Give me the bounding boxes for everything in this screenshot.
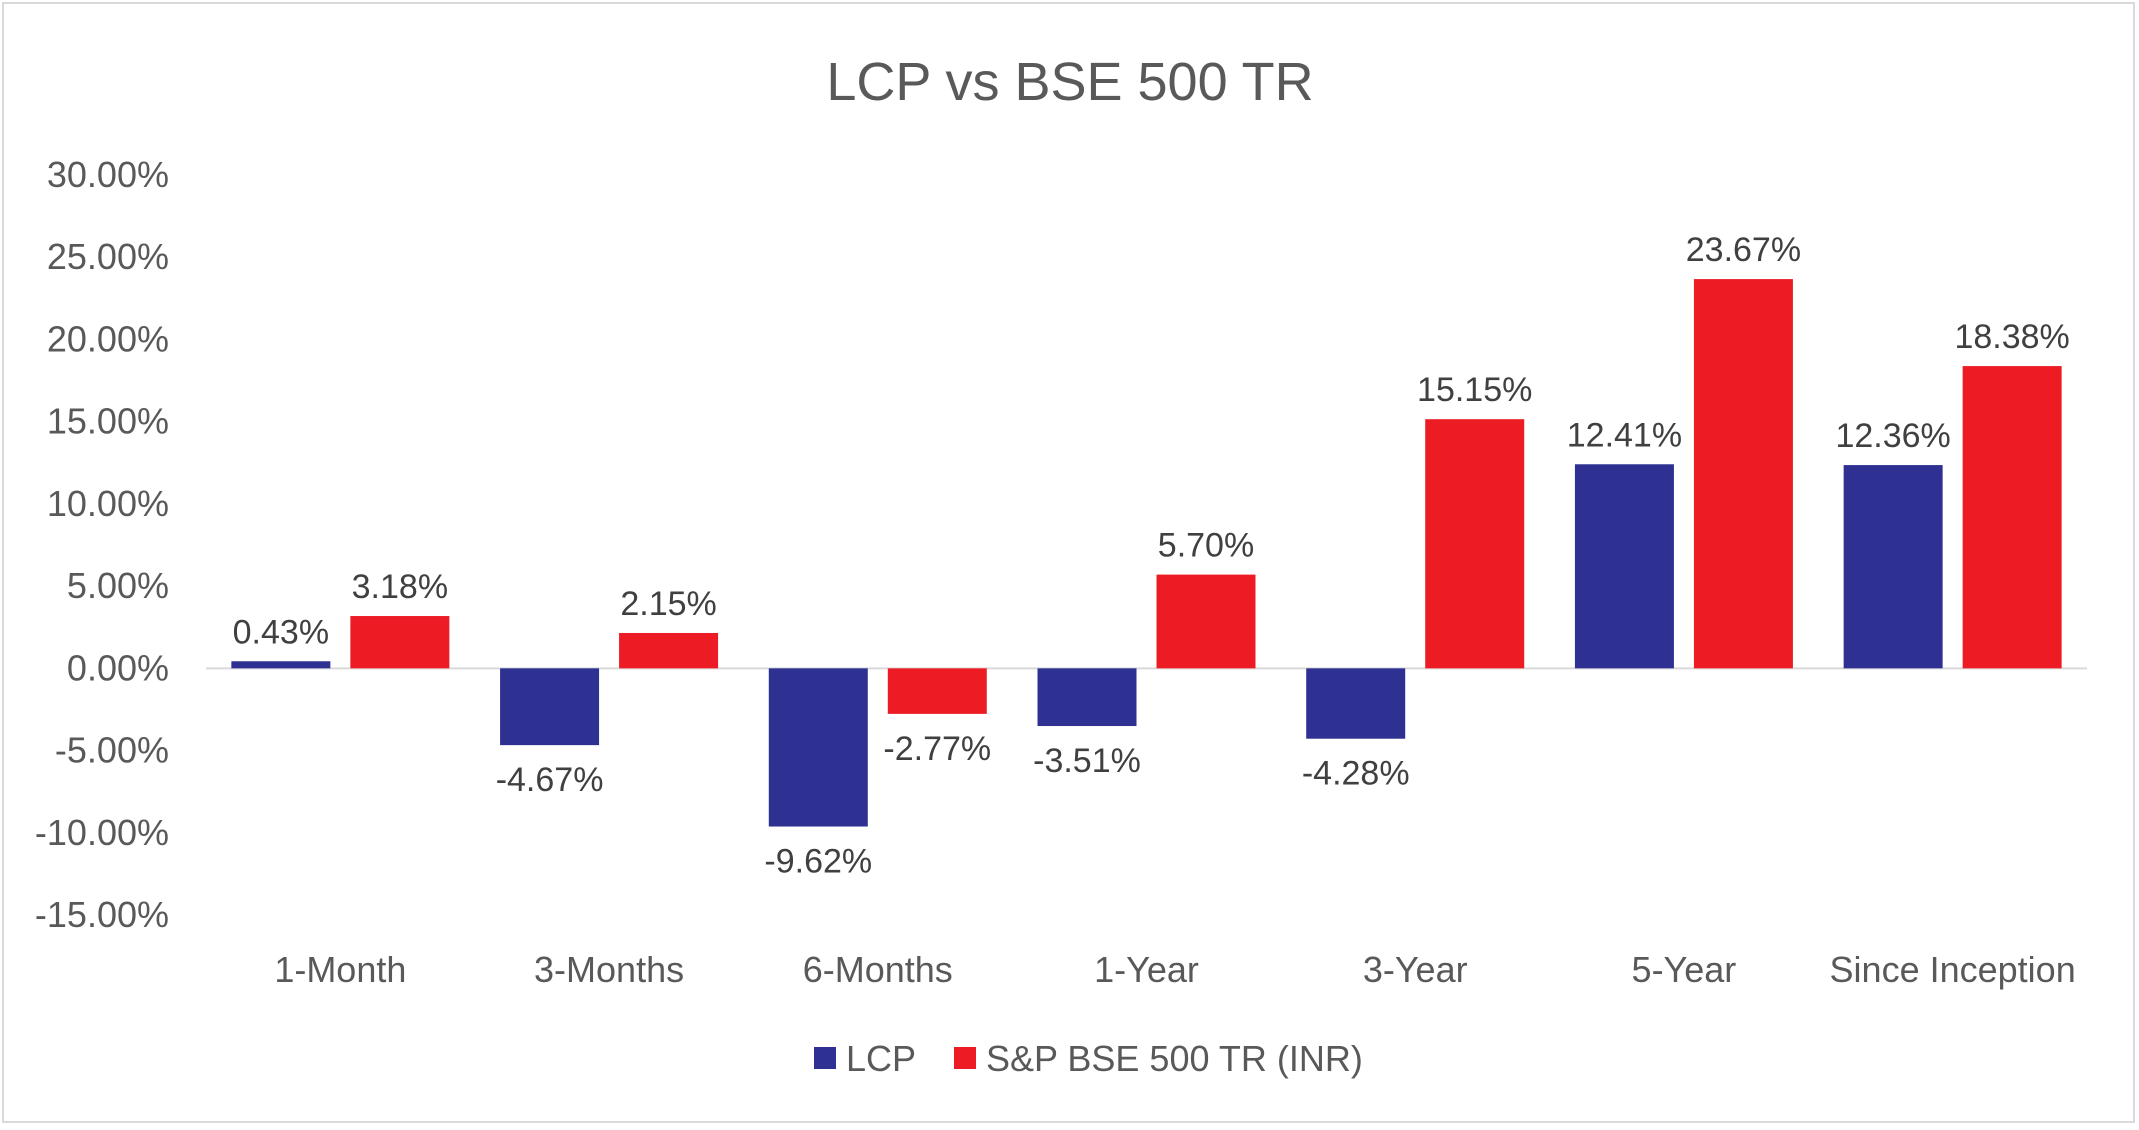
x-tick-label: 5-Year [1632,949,1737,990]
x-tick-label: 6-Months [803,949,953,990]
bar-bse500-3 [1156,574,1256,669]
bar-lcp-4 [1306,668,1406,739]
y-tick-label: 30.00% [47,154,169,195]
bar-bse500-4 [1425,419,1525,669]
data-label: -4.28% [1302,755,1410,793]
data-label: 2.15% [620,585,716,623]
data-label: 12.41% [1567,416,1682,454]
data-label: 5.70% [1158,527,1254,565]
bar-bse500-6 [1962,366,2062,669]
bar-lcp-6 [1843,465,1943,669]
x-tick-label: 1-Year [1094,949,1199,990]
y-tick-label: 10.00% [47,483,169,524]
y-tick-label: 15.00% [47,401,169,442]
data-labels: 0.43% 3.18% -4.67% 2.15% -9.62% -2.77% -3.51% 5… [233,231,2070,880]
data-label: -2.77% [883,730,991,768]
bar-lcp-0 [231,661,331,669]
y-tick-label: 0.00% [67,647,169,688]
x-tick-label: 1-Month [274,949,406,990]
bar-bse500-2 [887,668,987,714]
data-label: 12.36% [1835,417,1950,455]
bar-bse500-1 [619,632,719,669]
legend-label-bse500: S&P BSE 500 TR (INR) [986,1038,1363,1079]
category-labels: 1-Month 3-Months 6-Months 1-Year 3-Year 5-Yea… [274,949,2075,990]
legend-label-lcp: LCP [846,1038,916,1079]
legend: LCP S&P BSE 500 TR (INR) [814,1038,1363,1079]
bar-lcp-5 [1574,464,1674,669]
legend-swatch-lcp [814,1047,836,1069]
y-tick-label: -15.00% [35,894,169,935]
x-tick-label: 3-Year [1363,949,1468,990]
bar-bse500-5 [1693,279,1793,669]
data-label: -9.62% [764,843,872,881]
data-label: 3.18% [352,568,448,606]
x-tick-label: Since Inception [1830,949,2076,990]
bar-bse500-0 [350,616,450,669]
y-tick-label: 5.00% [67,565,169,606]
bar-lcp-1 [500,668,600,746]
y-tick-label: -5.00% [55,730,169,771]
chart-svg: LCP vs BSE 500 TR 30.00% 25.00% 20.00% 15.0… [35,52,2087,1079]
chart-title: LCP vs BSE 500 TR [826,52,1313,112]
y-tick-label: 20.00% [47,318,169,359]
data-label: 23.67% [1686,231,1801,269]
legend-swatch-bse500 [954,1047,976,1069]
data-label: 18.38% [1954,318,2069,356]
bar-lcp-3 [1037,668,1137,727]
x-tick-label: 3-Months [534,949,684,990]
bar-lcp-2 [768,668,868,827]
data-label: 0.43% [233,613,329,651]
data-label: 15.15% [1417,371,1532,409]
bars [231,279,2062,827]
data-label: -4.67% [496,761,604,799]
y-axis-labels: 30.00% 25.00% 20.00% 15.00% 10.00% 5.00% 0.00%… [35,154,169,935]
y-tick-label: 25.00% [47,236,169,277]
y-tick-label: -10.00% [35,812,169,853]
data-label: -3.51% [1033,742,1141,780]
